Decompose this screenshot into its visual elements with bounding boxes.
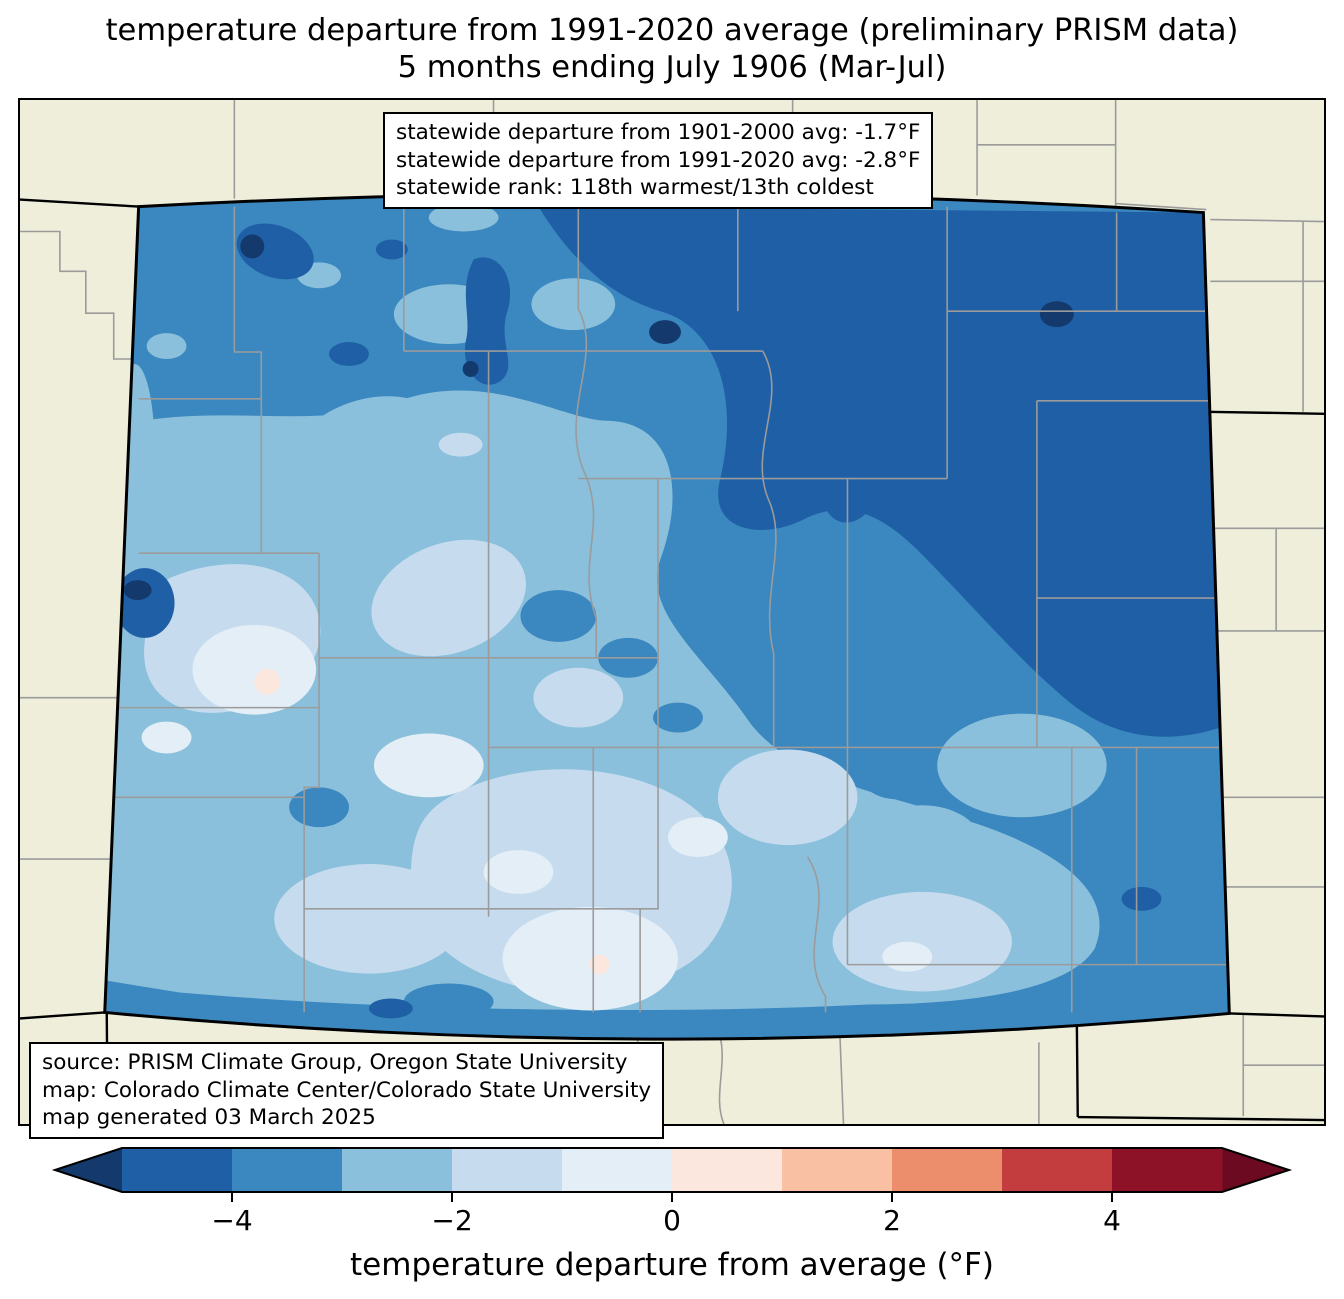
- map-axes: statewide departure from 1901-2000 avg: …: [18, 98, 1326, 1139]
- colorbar-tick-label: −2: [431, 1204, 473, 1237]
- colorbar-segment: [1112, 1148, 1223, 1192]
- source-line: source: PRISM Climate Group, Oregon Stat…: [42, 1050, 628, 1075]
- colorbar-segments: [122, 1148, 1223, 1192]
- colorbar-segment: [452, 1148, 563, 1192]
- stat-rank: statewide rank: 118th warmest/13th colde…: [396, 175, 874, 200]
- source-box: source: PRISM Climate Group, Oregon Stat…: [29, 1042, 665, 1139]
- colorbar-over-arrow: [1222, 1148, 1289, 1192]
- colorbar-tick-label: 0: [663, 1204, 681, 1237]
- stat-departure-1901-2000: statewide departure from 1901-2000 avg: …: [396, 120, 921, 145]
- neighbor-state-lines: [20, 198, 1324, 1124]
- colorbar-axis-label: temperature departure from average (°F): [350, 1247, 994, 1283]
- figure-title: temperature departure from 1991-2020 ave…: [0, 12, 1344, 86]
- colorbar-segment: [342, 1148, 453, 1192]
- generated-date-line: map generated 03 March 2025: [42, 1105, 376, 1130]
- colorbar-outline: [51, 1147, 1293, 1193]
- colorbar-tick-label: −4: [211, 1204, 253, 1237]
- colorbar-segment: [672, 1148, 783, 1192]
- title-line-2: 5 months ending July 1906 (Mar-Jul): [397, 50, 947, 85]
- colorbar-segment: [1002, 1148, 1113, 1192]
- colorbar-tick-label: 2: [883, 1204, 901, 1237]
- colorbar-segment: [892, 1148, 1003, 1192]
- fill-level-p0-p1: [254, 668, 610, 975]
- fill-level-m4-m3-patches: [289, 590, 933, 1020]
- colorbar-under-arrow: [55, 1148, 122, 1192]
- colorado-anomaly-map: [20, 100, 1324, 1124]
- colorbar-segment: [782, 1148, 893, 1192]
- fill-level-m1-0: [141, 624, 933, 1011]
- colorbar: [51, 1147, 1293, 1202]
- title-line-1: temperature departure from 1991-2020 ave…: [105, 13, 1239, 48]
- colorbar-segment: [232, 1148, 343, 1192]
- anomaly-fill-field: [104, 193, 1230, 1040]
- map-credit-line: map: Colorado Climate Center/Colorado St…: [42, 1077, 652, 1103]
- statewide-stats-box: statewide departure from 1901-2000 avg: …: [383, 112, 934, 209]
- county-lines: [104, 206, 1227, 1013]
- colorbar-segment: [562, 1148, 673, 1192]
- colorbar-tick-marks: [231, 1192, 1113, 1202]
- fill-level-below-m5: [123, 234, 1074, 601]
- colorbar-segment: [122, 1148, 233, 1192]
- stat-departure-1991-2020: statewide departure from 1991-2020 avg: …: [396, 147, 921, 173]
- colorbar-tick-label: 4: [1103, 1204, 1121, 1237]
